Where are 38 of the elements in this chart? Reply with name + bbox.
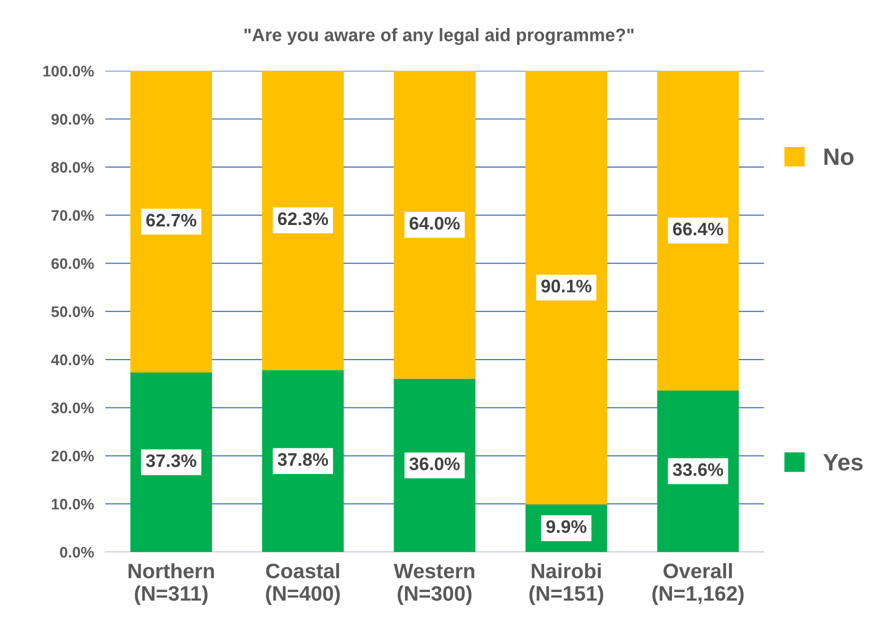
bar [130, 372, 212, 552]
y-tick-label: 80.0% [51, 162, 94, 173]
x-tick-label: Coastal (N=400) [266, 563, 340, 605]
data-label: 62.3% [278, 212, 328, 226]
bar [262, 70, 344, 370]
y-tick-label: 50.0% [51, 306, 94, 318]
bar [657, 390, 739, 552]
y-tick-label: 70.0% [52, 210, 94, 221]
bar [262, 370, 344, 552]
y-tick-label: 40.0% [51, 354, 94, 366]
y-tick-label: 100.0% [43, 66, 94, 77]
data-label: 37.8% [278, 453, 328, 466]
bar [130, 70, 212, 373]
bar [394, 378, 476, 552]
x-tick-label: Nairobi (N=151) [529, 563, 604, 605]
x-tick-label: Western (N=300) [394, 564, 474, 605]
bar [394, 70, 476, 379]
y-tick-label: 90.0% [51, 114, 94, 125]
data-label: 62.7% [146, 214, 196, 227]
data-label: 64.0% [410, 216, 460, 230]
y-tick-label: 30.0% [51, 402, 94, 414]
chart-title: "Are you aware of any legal aid programme?" [244, 28, 634, 45]
y-tick-label: 10.0% [52, 498, 94, 510]
data-label: 33.6% [672, 463, 724, 476]
y-tick-label: 20.0% [51, 450, 94, 462]
data-label: 90.1% [541, 280, 592, 292]
data-label: 9.9% [546, 520, 586, 534]
data-label: 66.4% [673, 222, 724, 236]
x-tick-label: Overall (N=1,162) [652, 563, 744, 605]
bar [525, 70, 608, 504]
legend-label: Yes [823, 454, 863, 471]
legend-label: No [824, 148, 854, 166]
data-label: 36.0% [409, 457, 460, 470]
data-label: 37.3% [146, 454, 196, 468]
y-tick-label: 0.0% [60, 546, 94, 558]
bar [657, 70, 739, 390]
y-tick-label: 60.0% [51, 258, 94, 270]
x-tick-label: Northern (N=311) [128, 563, 214, 605]
